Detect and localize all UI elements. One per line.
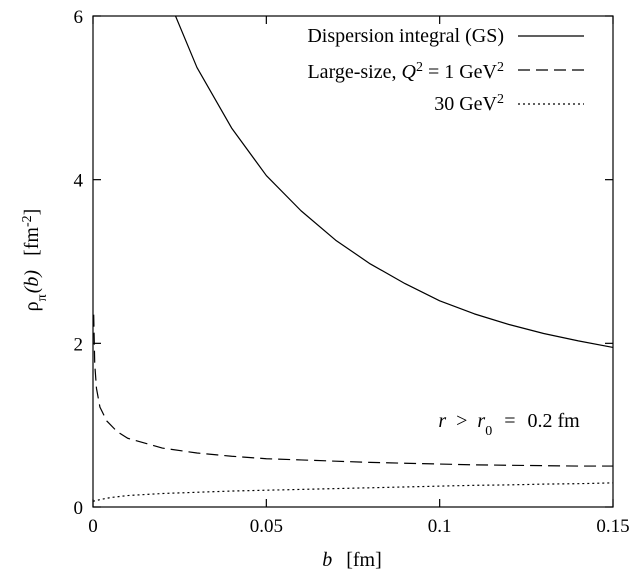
y-axis-label-unit-post: ]: [21, 209, 43, 216]
annotation-cutoff: r > r0 = 0.2 fm: [438, 410, 580, 439]
y-axis-label-unit-exp: -2: [20, 215, 35, 227]
legend-label-2: 30 GeV2: [434, 92, 504, 116]
x-tick-label-1: 0.05: [250, 516, 283, 537]
y-axis-label-rho: ρ: [21, 301, 43, 311]
y-tick-label-2: 4: [74, 171, 84, 192]
y-tick-label-3: 6: [74, 7, 84, 28]
y-axis-label-unit-pre: [fm: [21, 227, 43, 256]
series-line-1: [93, 314, 613, 467]
series-line-2: [92, 482, 614, 502]
series-line-0: [174, 15, 614, 349]
x-axis-label-unit: [fm]: [346, 549, 382, 571]
x-tick-label-0: 0: [88, 516, 98, 537]
y-tick-label-1: 2: [74, 334, 84, 355]
y-axis-label: ρπ(b) [fm-2]: [20, 209, 50, 312]
legend: Dispersion integral (GS) Large-size, Q2 …: [307, 25, 584, 115]
y-axis-label-arg: (b): [21, 270, 43, 294]
legend-label-0: Dispersion integral (GS): [307, 25, 504, 47]
x-axis-label: b [fm]: [322, 549, 382, 571]
plot-frame: [92, 15, 614, 508]
x-axis-label-var: b: [322, 549, 332, 571]
legend-label-1: Large-size, Q2 = 1 GeV2: [307, 60, 504, 84]
x-tick-label-3: 0.15: [596, 516, 629, 537]
y-axis-label-sub: π: [35, 294, 50, 301]
y-tick-label-0: 0: [74, 498, 84, 519]
x-tick-label-2: 0.1: [428, 516, 452, 537]
